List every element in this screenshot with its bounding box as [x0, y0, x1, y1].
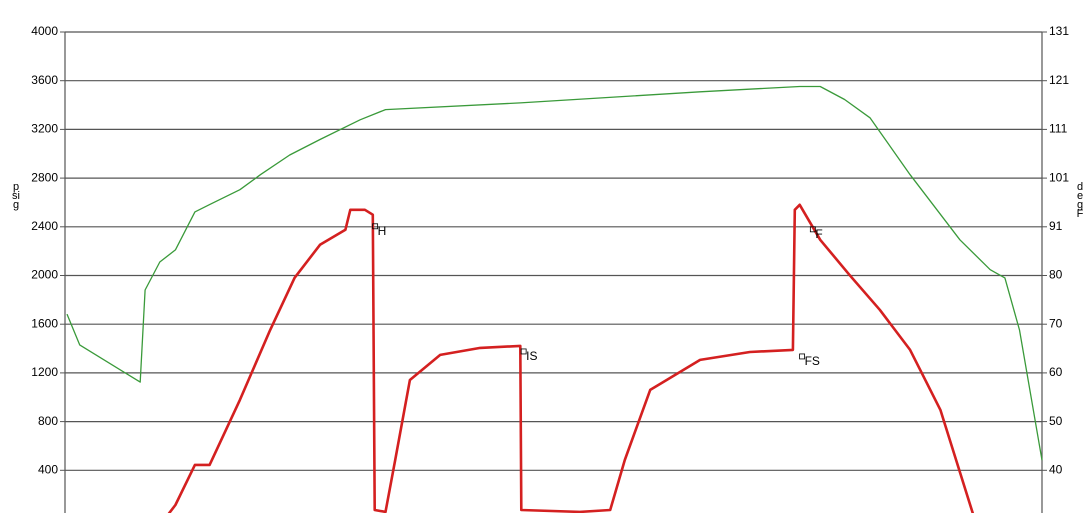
series-line — [66, 85, 1043, 461]
y-tick-label: 2800 — [31, 170, 58, 184]
annotation: H — [378, 224, 387, 238]
y2-tick-label: 121 — [1049, 73, 1069, 87]
y-tick-label: 1600 — [31, 316, 58, 330]
y-tick-label: 400 — [38, 462, 58, 476]
y-tick-label: 0 — [51, 511, 58, 513]
y2-tick-label: 50 — [1049, 414, 1063, 428]
annotation-marker — [809, 226, 816, 233]
y-tick-label: 3600 — [31, 73, 58, 87]
y2-tick-label: 80 — [1049, 268, 1063, 282]
annotation-marker — [372, 223, 379, 230]
y-tick-label: 1200 — [31, 365, 58, 379]
annotation: FS — [805, 354, 820, 368]
y2-tick-label: 40 — [1049, 462, 1063, 476]
series-line — [167, 203, 975, 513]
y-tick-label: 2000 — [31, 268, 58, 282]
y2-tick-label: 131 — [1049, 24, 1069, 38]
annotation-marker — [520, 348, 527, 355]
annotation: IS — [526, 349, 537, 363]
y2-tick-label: 111 — [1049, 122, 1068, 136]
y-tick-label: 4000 — [31, 24, 58, 38]
y2-tick-label: 91 — [1049, 219, 1063, 233]
y-axis-label: psig — [12, 181, 20, 211]
y2-tick-label: 70 — [1049, 316, 1063, 330]
y2-tick-label: 101 — [1049, 170, 1069, 184]
y2-axis-label: degF — [1076, 181, 1084, 220]
y2-tick-label: 60 — [1049, 365, 1063, 379]
annotation-marker — [799, 353, 805, 360]
annotation: F — [815, 227, 822, 241]
y-tick-label: 2400 — [31, 219, 58, 233]
y-tick-label: 800 — [38, 414, 58, 428]
y-tick-label: 3200 — [31, 122, 58, 136]
y2-tick-label: 30 — [1049, 511, 1063, 513]
